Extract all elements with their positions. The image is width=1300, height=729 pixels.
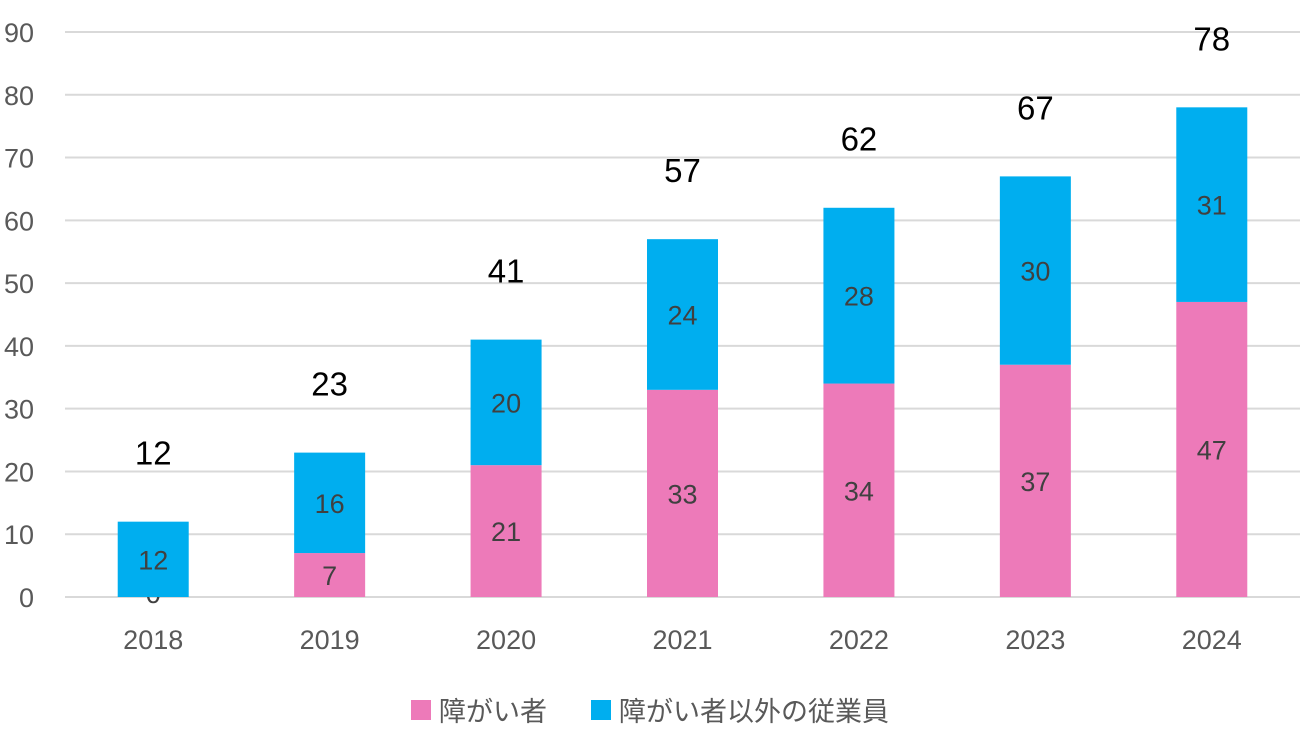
data-label-series-1: 37 — [1020, 467, 1050, 497]
y-tick-label: 80 — [4, 81, 34, 111]
data-label-series-2: 24 — [667, 301, 697, 331]
x-tick-label: 2021 — [652, 625, 712, 655]
x-tick-label: 2023 — [1005, 625, 1065, 655]
x-tick-label: 2024 — [1182, 625, 1242, 655]
data-label-series-1: 33 — [667, 479, 697, 509]
bar-segment-series-2 — [1176, 107, 1248, 302]
legend-label-series-2: 障がい者以外の従業員 — [619, 697, 889, 728]
y-tick-label: 0 — [19, 583, 34, 613]
total-label: 23 — [311, 366, 348, 403]
legend-swatch-series-2 — [591, 699, 611, 720]
legend: 障がい者 障がい者以外の従業員 — [0, 690, 1300, 729]
bar-segment-series-2 — [294, 452, 366, 554]
bar-segment-series-2 — [647, 239, 718, 390]
bar-segment-series-1 — [999, 364, 1071, 597]
data-label-series-2: 30 — [1020, 257, 1050, 287]
total-label: 78 — [1193, 20, 1230, 57]
data-label-series-2: 31 — [1197, 191, 1227, 221]
data-label-series-1: 47 — [1197, 435, 1227, 465]
legend-item-series-2: 障がい者以外の従業員 — [591, 690, 889, 729]
y-tick-label: 20 — [4, 457, 34, 487]
bar-segment-series-2 — [117, 521, 189, 597]
bar-segment-series-1 — [294, 553, 366, 597]
bar-segment-series-2 — [999, 176, 1071, 365]
total-label: 57 — [664, 152, 701, 189]
x-tick-label: 2022 — [829, 625, 889, 655]
y-tick-label: 90 — [4, 18, 34, 48]
data-label-series-1: 7 — [322, 561, 337, 591]
bar-segment-series-1 — [1176, 301, 1248, 597]
bar-segment-series-1 — [823, 383, 895, 597]
y-tick-label: 30 — [4, 395, 34, 425]
data-label-series-1: 21 — [491, 517, 521, 547]
legend-label-series-1: 障がい者 — [439, 697, 547, 728]
total-label: 41 — [488, 253, 525, 290]
data-label-series-1: 34 — [844, 476, 874, 506]
total-label: 62 — [841, 121, 878, 158]
y-axis-tick-labels: 0 10 20 30 40 50 60 70 80 90 — [4, 18, 34, 613]
x-tick-label: 2020 — [476, 625, 536, 655]
bar-segment-series-1 — [647, 389, 718, 597]
total-label: 12 — [135, 435, 172, 472]
y-tick-label: 10 — [4, 520, 34, 550]
data-label-series-2: 12 — [138, 545, 168, 575]
y-tick-label: 40 — [4, 332, 34, 362]
total-label: 67 — [1017, 89, 1054, 126]
bar-segment-series-2 — [823, 207, 895, 384]
x-axis-tick-labels: 2018 2019 2020 2021 2022 2023 2024 — [123, 625, 1242, 655]
y-tick-label: 50 — [4, 269, 34, 299]
legend-swatch-series-1 — [411, 699, 431, 720]
bar-segment-series-2 — [470, 339, 542, 466]
y-tick-label: 60 — [4, 206, 34, 236]
y-tick-label: 70 — [4, 144, 34, 174]
data-label-series-2: 20 — [491, 388, 521, 418]
bar-segment-series-1 — [470, 465, 542, 597]
data-label-series-2: 28 — [844, 282, 874, 312]
x-tick-label: 2019 — [300, 625, 360, 655]
legend-item-series-1: 障がい者 — [411, 690, 547, 729]
data-label-series-2: 16 — [315, 489, 345, 519]
x-tick-label: 2018 — [123, 625, 183, 655]
